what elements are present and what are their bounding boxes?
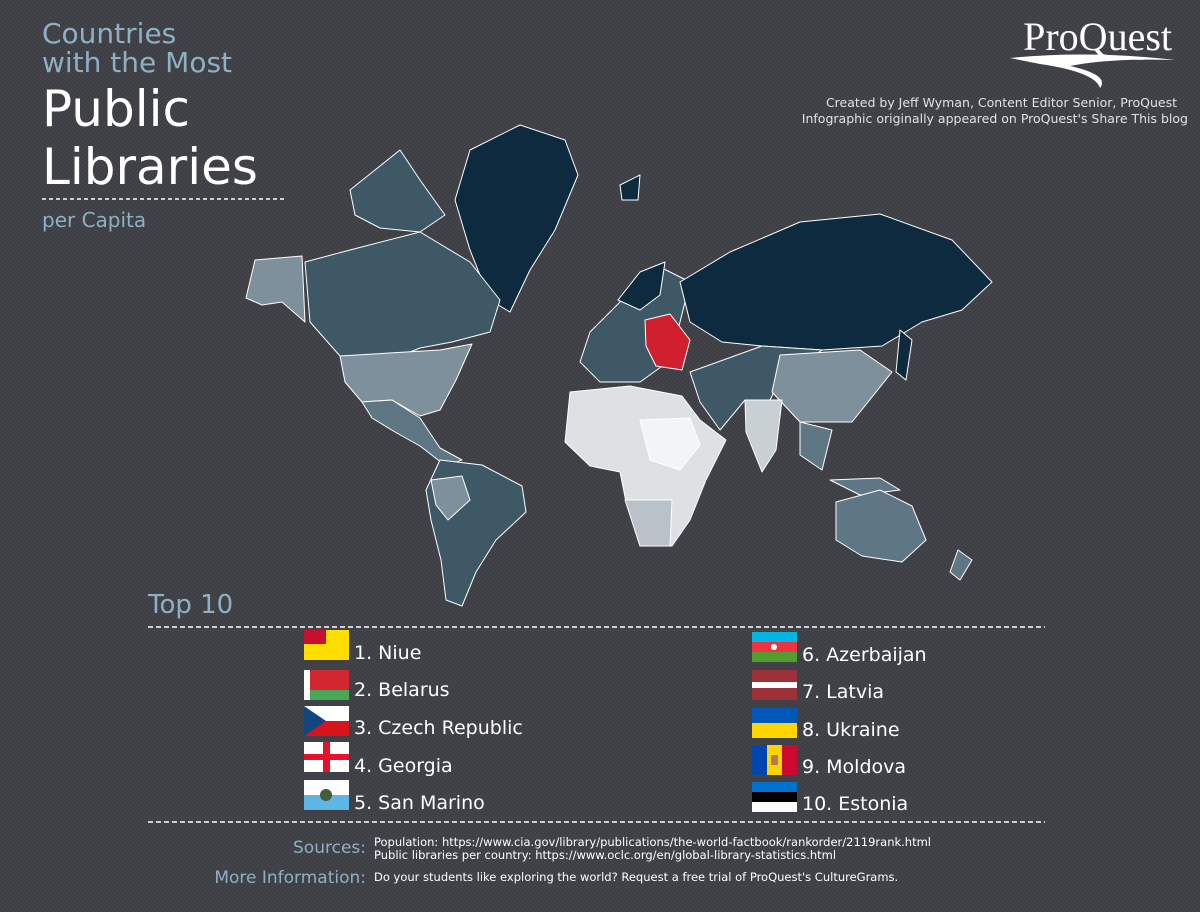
india xyxy=(744,399,783,473)
flag-san-marino xyxy=(304,780,349,810)
credit: Infographic originally appeared on ProQu… xyxy=(802,111,1188,126)
rank-item: 9. Moldova xyxy=(802,756,906,778)
source: Population: https://www.cia.gov/library/… xyxy=(374,835,931,849)
new-zealand xyxy=(949,549,973,581)
flag-czech xyxy=(304,706,349,736)
east-africa xyxy=(639,417,701,471)
rank-item: 5. San Marino xyxy=(354,792,485,814)
canada xyxy=(304,231,501,357)
arctic-islands xyxy=(349,149,446,233)
greenland xyxy=(454,124,579,313)
logo-swoosh xyxy=(1010,54,1175,88)
flag-latvia xyxy=(752,670,797,700)
rank-item: 4. Georgia xyxy=(354,755,453,777)
rank-item: 6. Azerbaijan xyxy=(802,644,927,666)
more-text: Do your students like exploring the worl… xyxy=(374,870,898,884)
china xyxy=(771,349,893,423)
japan xyxy=(895,329,913,381)
flag-estonia xyxy=(752,782,797,812)
rank-item: 1. Niue xyxy=(354,642,421,664)
svalbard xyxy=(619,174,641,201)
flag-belarus xyxy=(304,670,349,700)
title-line: Countries xyxy=(42,17,176,50)
logo: ProQuest xyxy=(1023,14,1172,59)
russia xyxy=(679,213,993,351)
rank-item: 10. Estonia xyxy=(802,793,908,815)
flags xyxy=(304,630,797,812)
world-map xyxy=(245,124,993,607)
subtitle: per Capita xyxy=(42,208,146,232)
rank-item: 8. Ukraine xyxy=(802,719,900,741)
highlight-region xyxy=(644,313,691,371)
title-line: Libraries xyxy=(42,138,258,196)
usa xyxy=(339,343,473,417)
more-label: More Information: xyxy=(214,868,366,888)
rank-item: 7. Latvia xyxy=(802,681,884,703)
scandinavia xyxy=(617,261,666,311)
title-line: with the Most xyxy=(42,46,232,79)
rank-item: 3. Czech Republic xyxy=(354,717,523,739)
southeast-asia xyxy=(799,421,833,471)
source: Public libraries per country: https://ww… xyxy=(374,848,836,862)
flag-azerbaijan xyxy=(752,632,797,662)
title-line: Public xyxy=(42,80,190,138)
southern-africa xyxy=(624,499,673,547)
section-title: Top 10 xyxy=(147,590,233,620)
flag-georgia xyxy=(304,742,349,772)
andes xyxy=(430,475,471,521)
flag-niue xyxy=(304,630,349,660)
rank-item: 2. Belarus xyxy=(354,679,450,701)
flag-moldova xyxy=(752,745,797,775)
flag-ukraine xyxy=(752,708,797,738)
australia xyxy=(835,489,927,563)
credit: Created by Jeff Wyman, Content Editor Se… xyxy=(826,95,1177,110)
alaska xyxy=(245,255,306,323)
sources-label: Sources: xyxy=(293,838,366,858)
